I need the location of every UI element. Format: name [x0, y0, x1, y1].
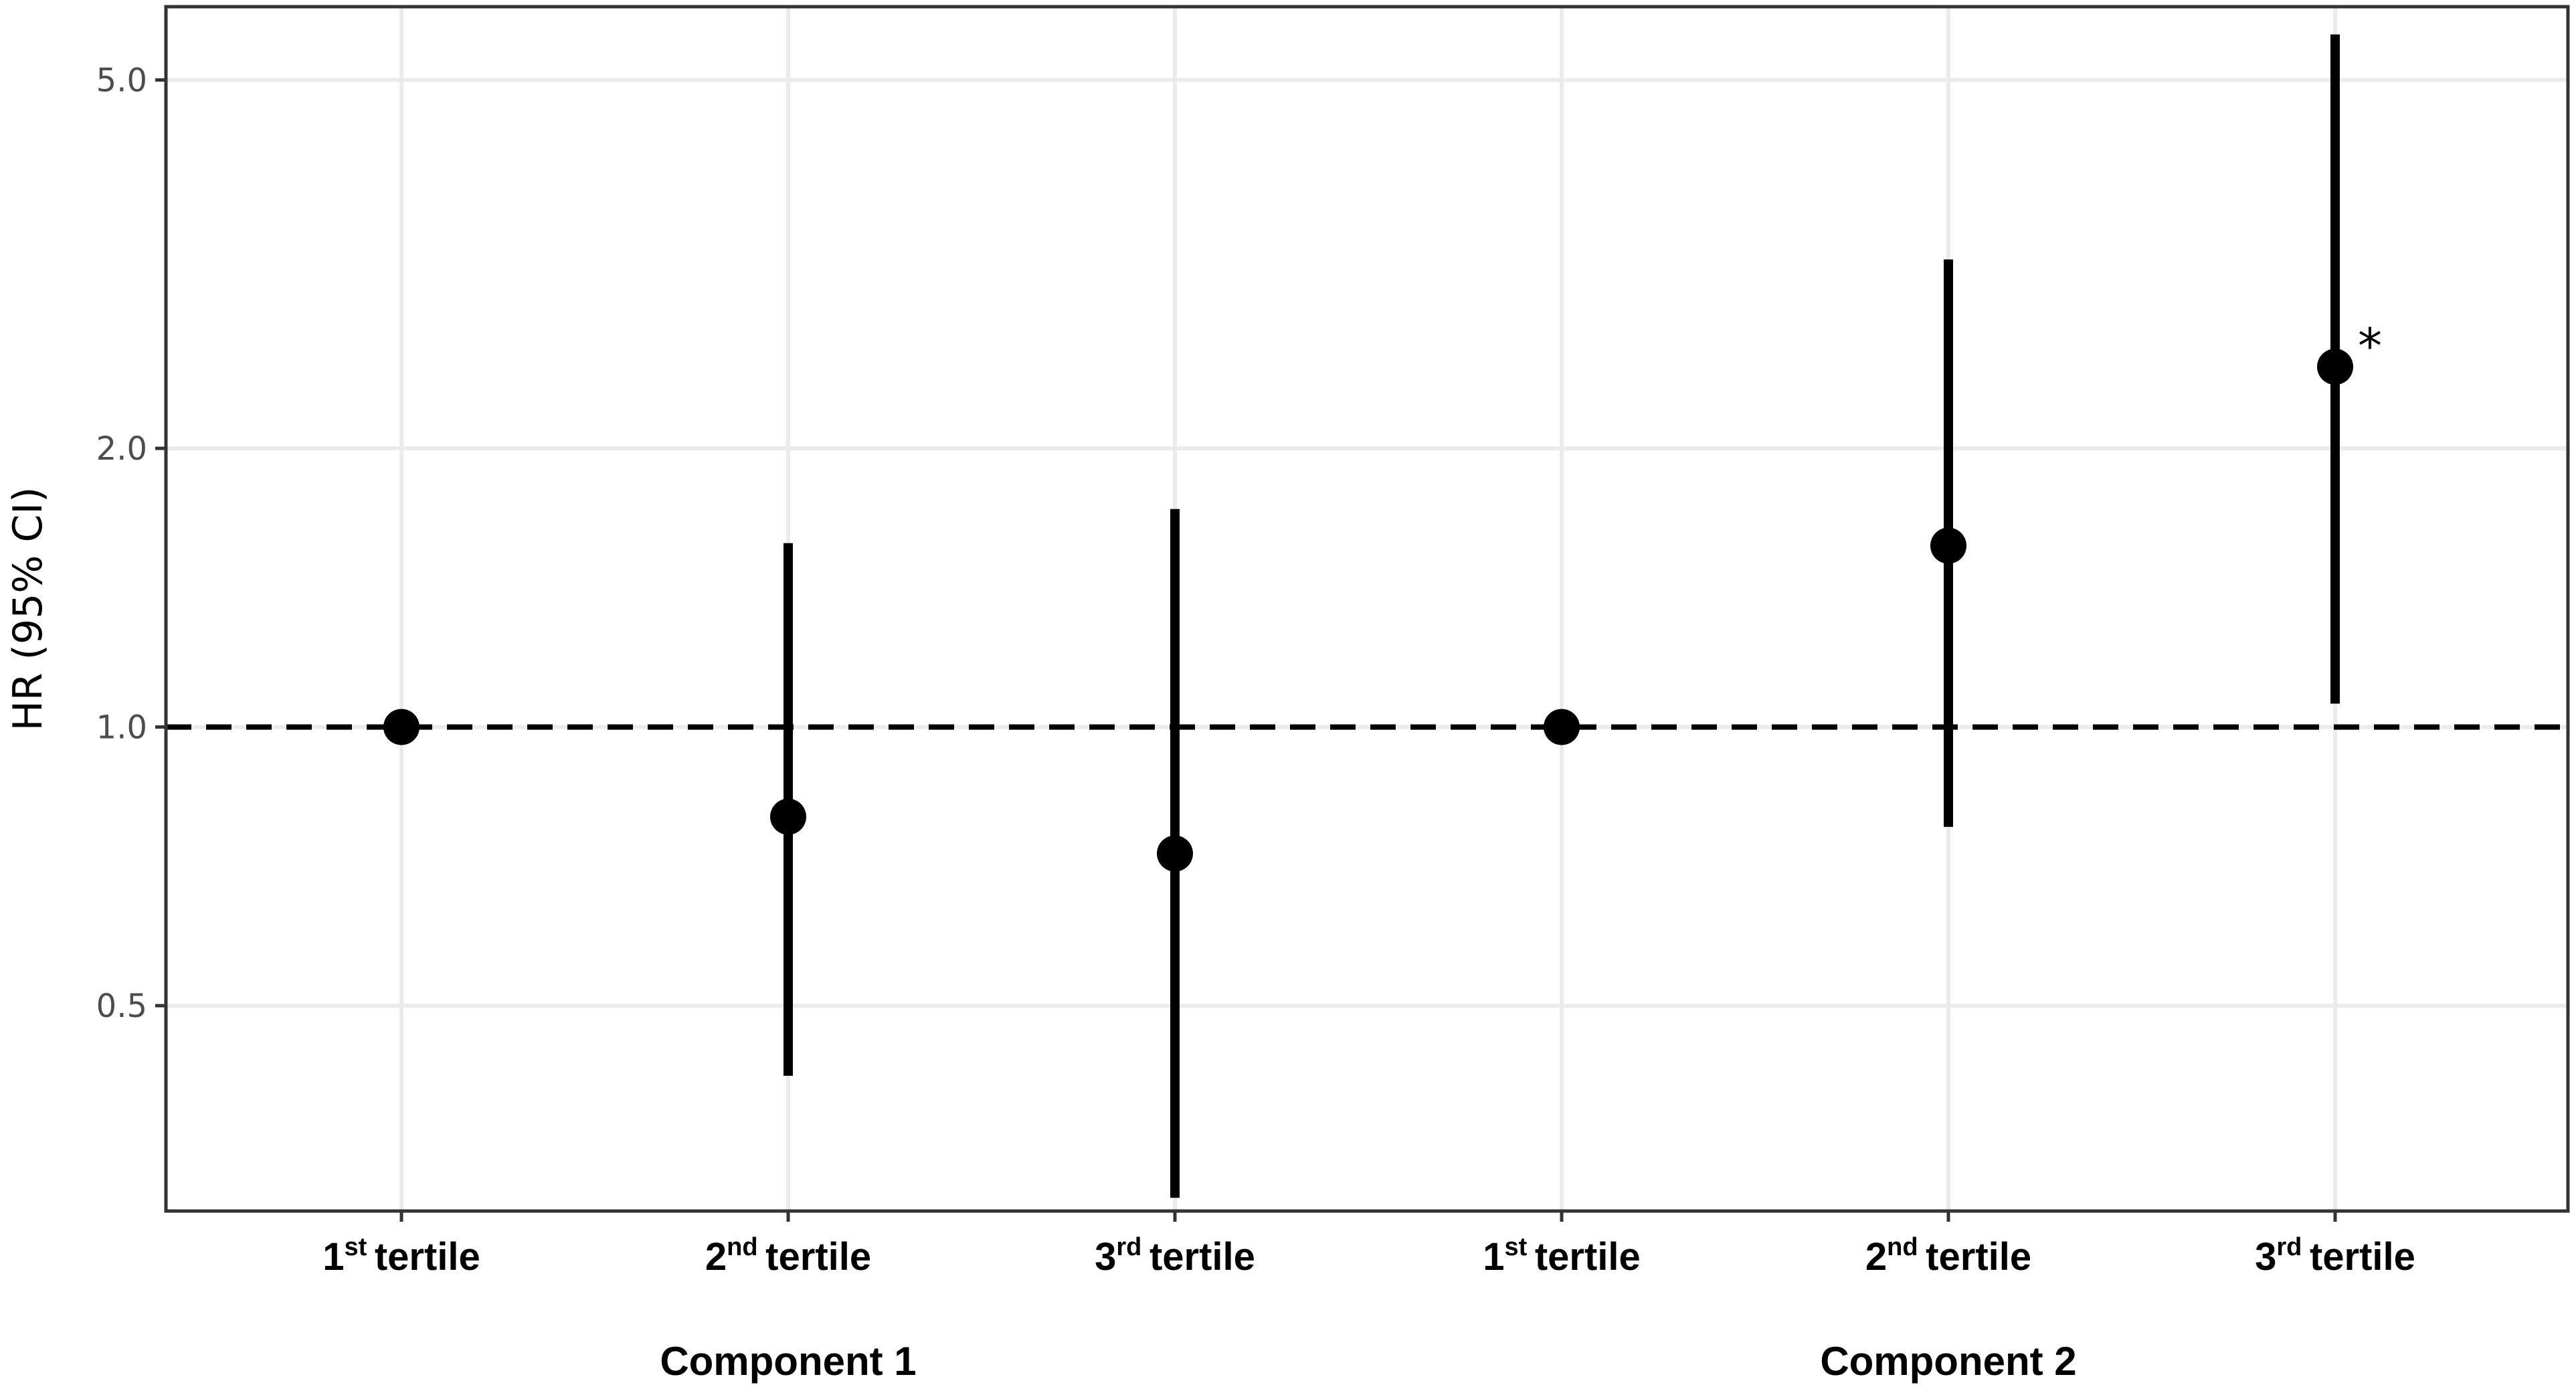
y-tick-label: 5.0: [96, 62, 147, 100]
group-label: Component 1: [660, 1339, 916, 1384]
y-tick-label: 2.0: [96, 430, 147, 468]
significance-marker: *: [2358, 318, 2382, 374]
hr-point: [1930, 527, 1966, 564]
y-axis-title: HR (95% CI): [5, 487, 52, 731]
hr-point: [383, 709, 420, 745]
x-tick-label: 1st tertile: [1483, 1233, 1641, 1279]
x-tick-label: 3rd tertile: [1095, 1233, 1255, 1279]
x-tick-label: 2nd tertile: [705, 1233, 871, 1279]
grid: [166, 7, 2568, 1211]
hr-point: [1157, 835, 1193, 872]
x-tick-label: 3rd tertile: [2255, 1233, 2415, 1279]
x-tick-label: 1st tertile: [323, 1233, 480, 1279]
axes: 0.5 1.0 2.0 5.0 1st tertile 2nd tertile 3rd te…: [96, 62, 2415, 1384]
hr-point: [770, 798, 806, 835]
plot-panel-border: [164, 5, 2570, 1213]
y-tick-label: 0.5: [96, 988, 147, 1025]
hr-point: [1544, 709, 1580, 745]
x-tick-label: 2nd tertile: [1865, 1233, 2031, 1279]
group-label: Component 2: [1820, 1339, 2076, 1384]
hr-point: [2317, 349, 2353, 385]
y-tick-label: 1.0: [96, 709, 147, 747]
estimates: *: [383, 34, 2382, 1198]
